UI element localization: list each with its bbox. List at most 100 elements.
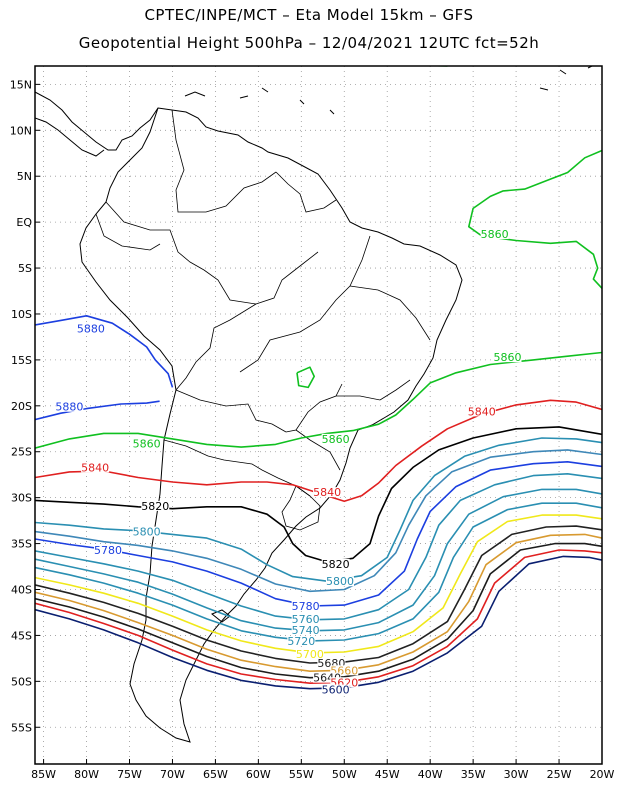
contour-label-bg	[141, 500, 170, 511]
contour-label-bg	[295, 648, 324, 659]
contour-label-bg	[321, 433, 350, 444]
contour-label-bg	[291, 624, 320, 635]
contour-label-bg	[132, 438, 161, 449]
lon-tick-label: 80W	[74, 768, 99, 781]
contour-label-5720: 5720	[287, 635, 315, 648]
contour-label-bg	[480, 229, 509, 240]
lat-tick-label: 45S	[11, 629, 32, 642]
contour-label-5840: 5840	[313, 486, 341, 499]
lon-tick-label: 75W	[117, 768, 142, 781]
lon-tick-label: 55W	[289, 768, 314, 781]
contour-label-bg	[76, 323, 105, 334]
contour-5880	[35, 400, 160, 421]
contour-label-5820: 5820	[141, 500, 169, 513]
uruguay-outline	[281, 485, 321, 531]
contour-label-bg	[467, 406, 496, 417]
lat-tick-label: 5N	[17, 170, 32, 183]
lat-tick-label: 15S	[11, 354, 32, 367]
contour-5760	[35, 473, 602, 621]
south-america-coastline	[79, 107, 463, 743]
contour-label-bg	[325, 576, 354, 587]
contour-label-5700: 5700	[296, 648, 324, 661]
contour-label-5880: 5880	[77, 323, 105, 336]
contour-labels: 5880 5880 5860 5860 5860 5860 5840 5840 5840 5820…	[55, 228, 522, 697]
contour-5700	[35, 514, 602, 654]
map-frame	[34, 65, 603, 765]
contour-label-5800: 5800	[326, 575, 354, 588]
lat-tick-label: 10S	[11, 308, 32, 321]
lon-tick-label: 35W	[461, 768, 486, 781]
contour-label-bg	[94, 545, 123, 556]
lat-tick-label: EQ	[16, 216, 32, 229]
lat-tick-label: 50S	[11, 675, 32, 688]
contour-label-5880: 5880	[55, 401, 83, 414]
contour-label-bg	[317, 657, 346, 668]
contour-label-bg	[287, 635, 316, 646]
contour-label-5780: 5780	[292, 600, 320, 613]
contour-5860	[296, 366, 315, 389]
lon-tick-label: 25W	[547, 768, 572, 781]
caribbean-islands	[184, 66, 593, 115]
central-america-coastline-north	[35, 117, 105, 157]
contour-5780	[35, 461, 602, 607]
lon-tick-label: 70W	[160, 768, 185, 781]
contour-label-5860: 5860	[322, 433, 350, 446]
contour-label-bg	[291, 601, 320, 612]
contour-label-5860: 5860	[133, 437, 161, 450]
contour-label-bg	[330, 677, 359, 688]
contour-label-bg	[321, 558, 350, 569]
contour-5740	[35, 488, 602, 632]
contour-label-5860: 5860	[481, 228, 509, 241]
contour-label-5760: 5760	[292, 613, 320, 626]
map-title-line2: Geopotential Height 500hPa – 12/04/2021 …	[78, 34, 540, 52]
lat-tick-label: 5S	[18, 262, 32, 275]
contour-label-5740: 5740	[292, 624, 320, 637]
contour-5860	[468, 149, 602, 289]
lon-tick-label: 50W	[332, 768, 357, 781]
contour-label-bg	[291, 613, 320, 624]
contour-5640	[35, 542, 602, 679]
contour-label-bg	[81, 462, 110, 473]
contour-5860	[35, 351, 602, 449]
contour-5880	[35, 315, 174, 388]
lat-tick-label: 10N	[10, 124, 32, 137]
coastlines-and-borders	[35, 66, 593, 743]
lat-tick-label: 15N	[10, 78, 32, 91]
contour-label-5800: 5800	[133, 526, 161, 539]
axis-ticks: 15N 10N 5N EQ 5S 10S 15S 20S 25S 30S 35S 40S 45S 50S 5…	[10, 78, 615, 781]
map-title-line1: CPTEC/INPE/MCT – Eta Model 15km – GFS	[144, 6, 474, 24]
contour-label-bg	[321, 684, 350, 695]
contour-5720	[35, 502, 602, 642]
contour-label-bg	[132, 526, 161, 537]
lon-tick-label: 60W	[246, 768, 271, 781]
contour-label-5840: 5840	[468, 405, 496, 418]
contour-5860	[417, 66, 448, 67]
contour-5790	[35, 449, 602, 593]
lat-tick-label: 55S	[11, 721, 32, 734]
country-borders	[95, 109, 431, 497]
lon-tick-label: 45W	[375, 768, 400, 781]
contour-label-5840: 5840	[81, 461, 109, 474]
contour-lines	[35, 66, 602, 690]
lat-tick-label: 40S	[11, 584, 32, 597]
contour-label-bg	[313, 672, 342, 683]
lat-tick-label: 25S	[11, 446, 32, 459]
contour-label-bg	[493, 352, 522, 363]
lat-tick-label: 35S	[11, 538, 32, 551]
lon-tick-label: 85W	[31, 768, 56, 781]
contour-label-5820: 5820	[322, 558, 350, 571]
contour-label-bg	[55, 401, 84, 412]
contour-label-bg	[313, 487, 342, 498]
lon-tick-label: 65W	[203, 768, 228, 781]
contour-5840	[35, 399, 602, 503]
contour-label-5780: 5780	[94, 544, 122, 557]
contour-label-5860: 5860	[494, 351, 522, 364]
lat-tick-label: 20S	[11, 400, 32, 413]
lat-tick-label: 30S	[11, 492, 32, 505]
lon-tick-label: 40W	[418, 768, 443, 781]
lon-tick-label: 30W	[504, 768, 529, 781]
contour-label-5600: 5600	[322, 684, 350, 697]
central-america-coastline	[35, 91, 159, 151]
contour-label-bg	[330, 665, 359, 676]
